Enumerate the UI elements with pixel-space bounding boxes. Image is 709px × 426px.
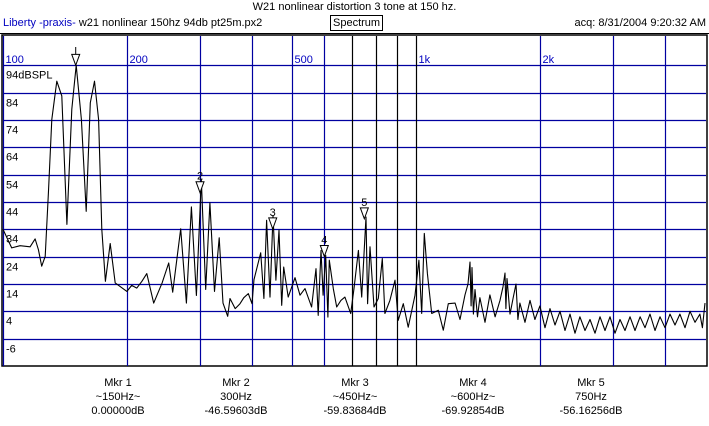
marker-freq-text: 750Hz xyxy=(575,391,607,403)
marker-value-text: -46.59603dB xyxy=(204,405,268,417)
marker-triangle-icon[interactable] xyxy=(319,244,330,258)
y-tick-label: 74 xyxy=(6,125,18,137)
marker-number: 5 xyxy=(361,197,367,209)
marker-2 xyxy=(195,181,205,195)
x-tick-label: 100 xyxy=(6,54,24,66)
y-tick-label: 14 xyxy=(6,289,18,301)
y-tick-label: -6 xyxy=(6,344,16,356)
marker-readout-4: Mkr 4 ~600Hz~ -69.92854dB xyxy=(413,376,533,418)
filename-label: w21 nonlinear 150hz 94db pt25m.px2 xyxy=(78,17,263,29)
marker-title: Mkr 3 xyxy=(341,377,369,389)
marker-triangle-icon[interactable] xyxy=(268,217,278,231)
marker-freq-text: ~600Hz~ xyxy=(450,391,496,403)
marker-number: 2 xyxy=(197,171,203,183)
y-tick-label: 94dBSPL xyxy=(6,70,52,82)
brand-label: Liberty -praxis- xyxy=(3,17,76,29)
marker-freq-text: ~450Hz~ xyxy=(332,391,378,403)
marker-triangle-icon[interactable] xyxy=(195,181,205,195)
marker-readout-3: Mkr 3 ~450Hz~ -59.83684dB xyxy=(295,376,415,418)
y-tick-label: 4 xyxy=(6,316,12,328)
header-divider xyxy=(0,33,709,34)
marker-3 xyxy=(268,217,278,231)
marker-value-text: -59.83684dB xyxy=(323,405,387,417)
marker-triangle-icon[interactable] xyxy=(359,207,370,221)
y-tick-label: 64 xyxy=(6,152,18,164)
y-tick-label: 24 xyxy=(6,262,18,274)
file-info: Liberty -praxis- w21 nonlinear 150hz 94d… xyxy=(3,17,262,29)
plot-frame xyxy=(1,34,708,367)
window-title: W21 nonlinear distortion 3 tone at 150 h… xyxy=(252,1,457,13)
x-tick-label: 200 xyxy=(130,54,148,66)
spectrum-view-button[interactable]: Spectrum xyxy=(330,15,384,31)
marker-freq-text: ~150Hz~ xyxy=(95,391,141,403)
y-tick-label: 84 xyxy=(6,98,18,110)
marker-readout-5: Mkr 5 750Hz -56.16256dB xyxy=(531,376,651,418)
marker-readout-2: Mkr 2 300Hz -46.59603dB xyxy=(176,376,296,418)
x-tick-label: 1k xyxy=(419,54,431,66)
marker-number: 3 xyxy=(270,207,276,219)
marker-freq-text: 300Hz xyxy=(220,391,252,403)
marker-value-text: -56.16256dB xyxy=(559,405,623,417)
y-tick-label: 44 xyxy=(6,207,18,219)
marker-value-text: 0.00000dB xyxy=(91,405,145,417)
marker-5 xyxy=(359,207,370,221)
acquisition-timestamp: acq: 8/31/2004 9:20:32 AM xyxy=(574,17,707,29)
marker-4 xyxy=(319,244,330,258)
y-tick-label: 54 xyxy=(6,180,18,192)
marker-value-text: -69.92854dB xyxy=(441,405,505,417)
marker-readout-1: Mkr 1 ~150Hz~ 0.00000dB xyxy=(58,376,178,418)
x-tick-label: 2k xyxy=(543,54,555,66)
marker-title: Mkr 4 xyxy=(459,377,487,389)
spectrum-trace xyxy=(2,64,706,334)
marker-title: Mkr 5 xyxy=(577,377,605,389)
marker-title: Mkr 2 xyxy=(222,377,250,389)
marker-title: Mkr 1 xyxy=(104,377,132,389)
marker-number: 4 xyxy=(321,234,327,246)
x-tick-label: 500 xyxy=(295,54,313,66)
